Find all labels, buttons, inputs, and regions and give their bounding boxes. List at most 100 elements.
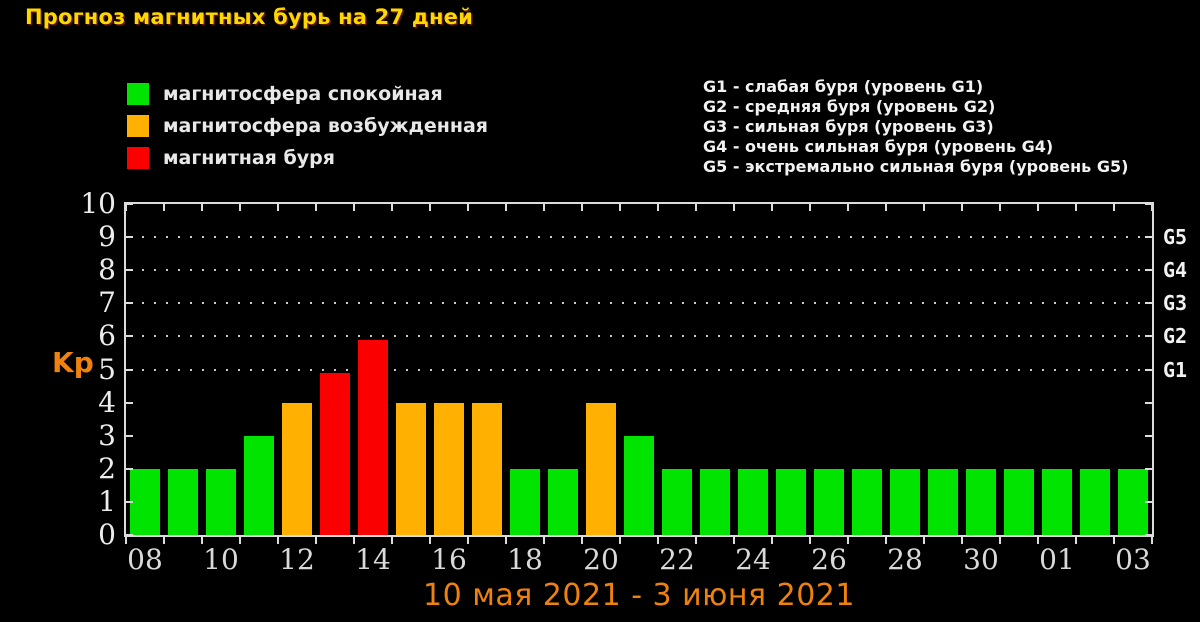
kp-bar-22	[662, 468, 692, 535]
top-tick	[429, 204, 431, 211]
bottom-tick	[1036, 537, 1039, 544]
g-level-label-G5: G5	[1163, 225, 1188, 250]
bottom-tick	[315, 537, 317, 544]
kp-bar-09	[168, 468, 198, 535]
kp-bar-21	[624, 435, 654, 535]
storm-level-line: G3 - сильная буря (уровень G3)	[703, 117, 994, 136]
y-tick-label-1: 1	[98, 484, 116, 518]
bottom-tick	[201, 537, 203, 544]
top-tick	[847, 204, 849, 211]
bottom-tick	[466, 537, 469, 544]
right-tick	[1145, 500, 1152, 503]
bar-slot-21	[620, 204, 658, 535]
right-tick	[1145, 236, 1152, 239]
right-tick	[1145, 534, 1152, 536]
g-level-label-G2: G2	[1163, 324, 1188, 349]
bar-slot-10	[202, 204, 240, 535]
g-level-label-G4: G4	[1163, 258, 1188, 283]
left-tick	[126, 335, 133, 338]
bottom-tick	[808, 537, 811, 544]
kp-bar-30	[966, 468, 996, 535]
y-tick-label-8: 8	[98, 253, 116, 287]
kp-bar-25	[776, 468, 806, 535]
right-tick	[1145, 434, 1152, 437]
bar-slot-02	[1076, 204, 1114, 535]
gridline-kp7	[130, 302, 1150, 305]
bottom-tick	[733, 537, 735, 544]
right-tick	[1145, 302, 1152, 305]
x-tick-label-18: 18	[507, 543, 543, 576]
storm-level-line: G2 - средняя буря (уровень G2)	[703, 97, 996, 116]
x-tick-label-12: 12	[279, 543, 315, 576]
bar-slot-20	[582, 204, 620, 535]
storm-swatch-icon	[127, 147, 149, 169]
top-tick	[391, 204, 393, 211]
bottom-tick	[847, 537, 849, 544]
storm-level-legend: G1 - слабая буря (уровень G1) G2 - средня…	[703, 77, 1128, 177]
bottom-tick	[125, 537, 127, 544]
gridline-kp8	[130, 269, 1150, 272]
y-tick-label-9: 9	[98, 220, 116, 254]
y-tick-label-0: 0	[98, 518, 116, 551]
left-tick	[126, 500, 133, 503]
bar-slot-16	[430, 204, 468, 535]
legend-item-label: магнитная буря	[163, 147, 335, 169]
y-axis-tick-labels: 0 1 2 3 4 5 6 7 8 9 10	[0, 190, 116, 549]
left-tick	[126, 236, 133, 239]
y-tick-label-10: 10	[80, 187, 116, 220]
bar-slot-23	[696, 204, 734, 535]
x-tick-label-30: 30	[963, 543, 999, 576]
bottom-tick	[885, 537, 887, 544]
bar-slot-01	[1038, 204, 1076, 535]
kp-bar-23	[700, 468, 730, 535]
top-tick	[1151, 204, 1153, 211]
bar-slot-29	[924, 204, 962, 535]
top-tick	[808, 204, 811, 211]
bar-slot-18	[506, 204, 544, 535]
kp-bar-11	[244, 435, 274, 535]
kp-bar-08	[130, 468, 160, 535]
bottom-tick	[391, 537, 393, 544]
legend: магнитосфера спокойная магнитосфера возбу…	[127, 83, 488, 179]
bottom-tick	[277, 537, 279, 544]
plot-area	[124, 202, 1154, 544]
page-title: Прогноз магнитных бурь на 27 дней	[25, 5, 474, 29]
kp-bar-31	[1004, 468, 1034, 535]
gridline-kp5	[130, 368, 1150, 371]
storm-level-line: G5 - экстремально сильная буря (уровень …	[703, 157, 1129, 176]
top-tick	[657, 204, 659, 211]
top-tick	[1112, 204, 1115, 211]
y-tick-label-5: 5	[98, 352, 116, 386]
left-tick	[126, 534, 133, 536]
left-tick	[126, 203, 133, 205]
kp-bar-03	[1118, 468, 1148, 535]
excited-swatch-icon	[127, 115, 149, 137]
legend-item-excited: магнитосфера возбужденная	[127, 115, 488, 137]
right-tick	[1145, 368, 1152, 371]
bottom-tick	[543, 537, 545, 544]
left-tick	[126, 401, 133, 404]
bar-slot-31	[1000, 204, 1038, 535]
x-tick-label-26: 26	[811, 543, 847, 576]
g-level-label-G3: G3	[1163, 291, 1188, 316]
y-tick-label-3: 3	[98, 418, 116, 452]
right-tick	[1145, 203, 1152, 205]
top-tick	[277, 204, 279, 211]
kp-bar-10	[206, 468, 236, 535]
bottom-tick	[1151, 537, 1153, 544]
x-tick-label-28: 28	[887, 543, 923, 576]
bar-slot-14	[354, 204, 392, 535]
top-tick	[466, 204, 469, 211]
top-tick	[505, 204, 507, 211]
legend-item-label: магнитосфера спокойная	[163, 83, 443, 105]
right-tick	[1145, 335, 1152, 338]
bottom-tick	[657, 537, 659, 544]
kp-bar-17	[472, 402, 502, 535]
bar-slot-15	[392, 204, 430, 535]
right-tick	[1145, 401, 1152, 404]
right-tick	[1145, 269, 1152, 272]
kp-bar-14	[358, 339, 388, 535]
bottom-tick	[163, 537, 165, 544]
top-tick	[163, 204, 165, 211]
bottom-tick	[352, 537, 355, 544]
